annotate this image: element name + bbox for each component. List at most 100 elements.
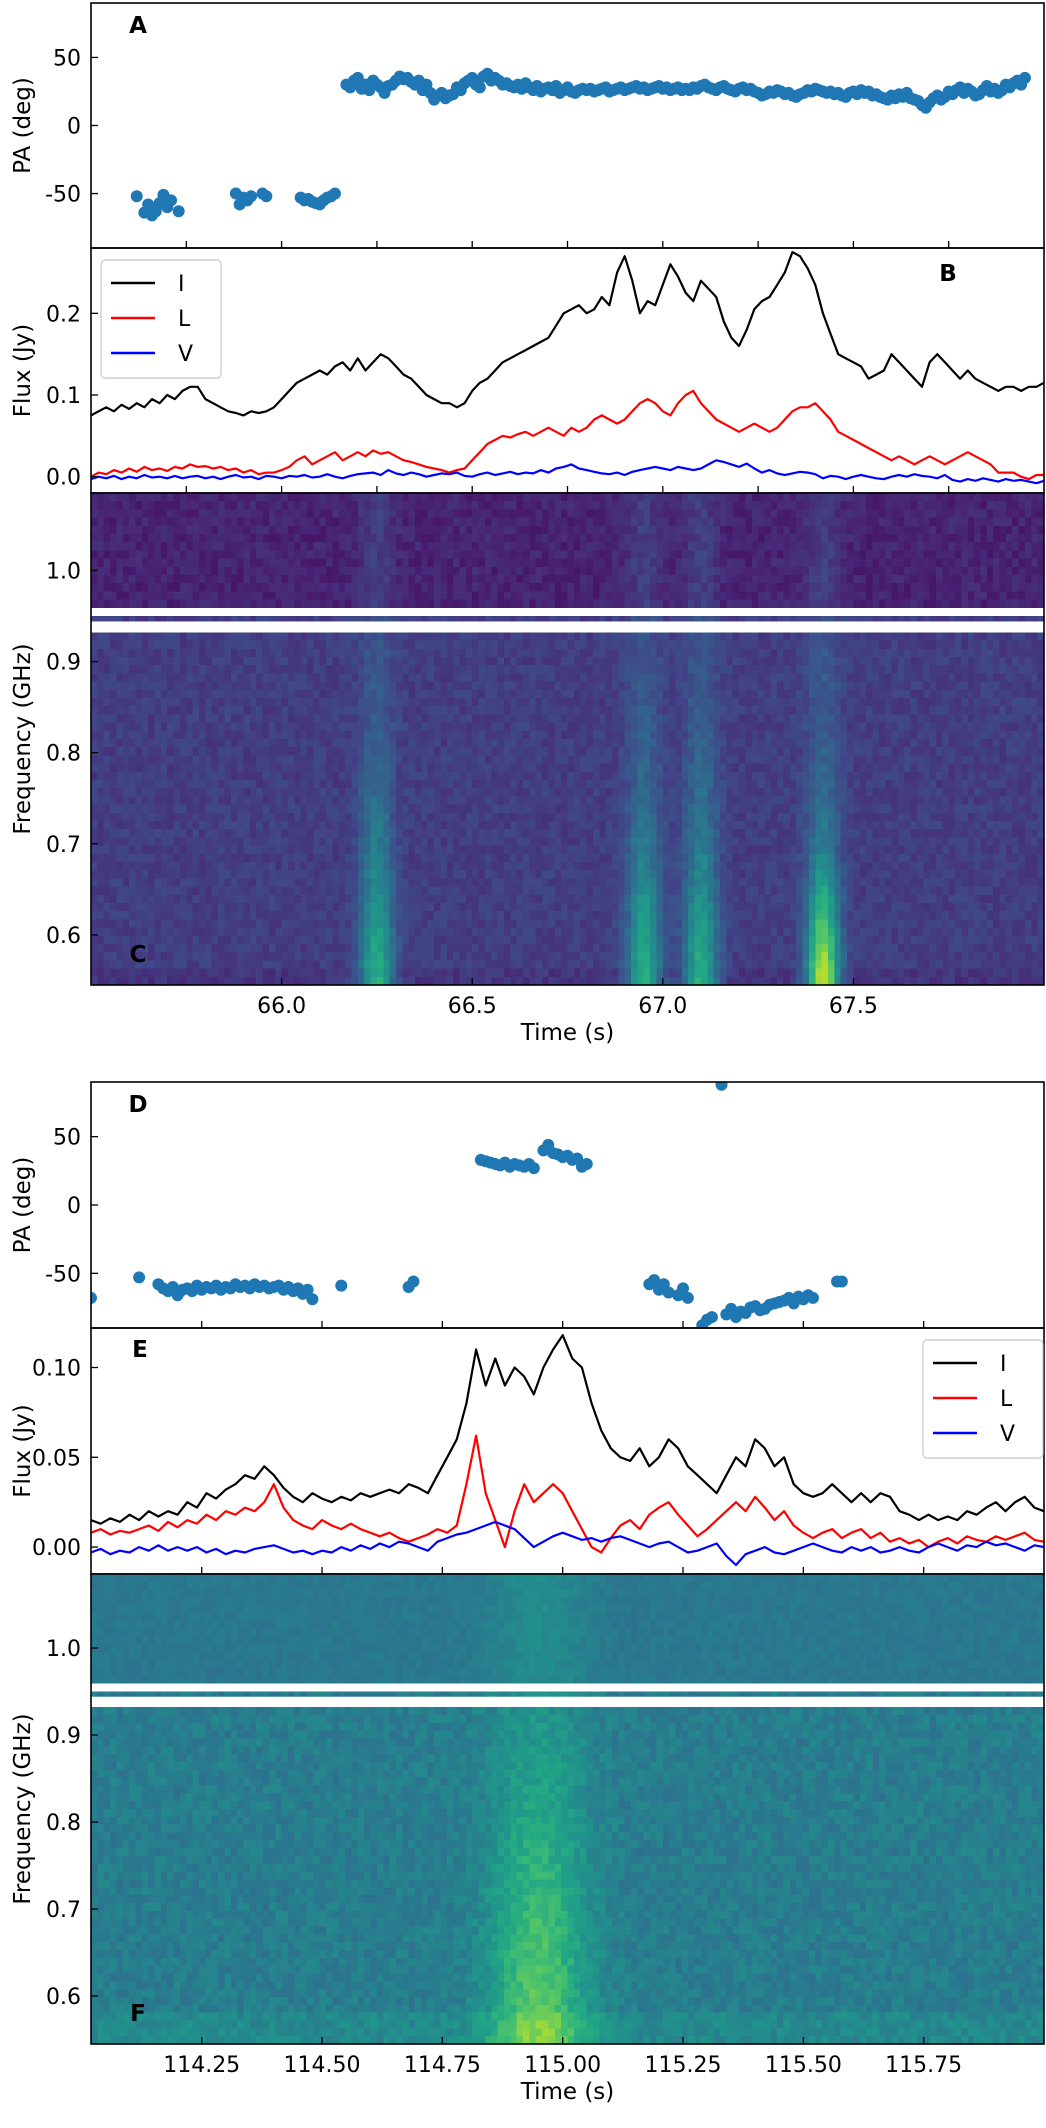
spectrogram-cell (872, 509, 880, 519)
spectrogram-cell (1024, 648, 1032, 658)
spectrogram-cell (827, 648, 835, 658)
spectrogram-cell (129, 509, 137, 519)
spectrogram-cell (599, 648, 607, 658)
spectrogram-cell (726, 550, 734, 560)
spectrogram-cell (770, 542, 778, 551)
spectrogram-cell (542, 673, 550, 683)
spectrogram-cell (389, 517, 397, 527)
spectrogram-cell (326, 648, 334, 658)
spectrogram-cell (694, 616, 702, 625)
spectrogram-cell (592, 558, 600, 568)
spectrogram-cell (262, 550, 270, 560)
spectrogram-cell (491, 599, 499, 609)
spectrogram-cell (141, 599, 149, 609)
spectrogram-cell (154, 657, 162, 666)
spectrogram-cell (408, 591, 416, 601)
spectrogram-cell (173, 525, 181, 535)
spectrogram-cell (154, 509, 162, 519)
spectrogram-cell (611, 599, 619, 609)
spectrogram-cell (681, 509, 689, 519)
spectrogram-cell (897, 657, 905, 666)
spectrogram-cell (287, 542, 295, 551)
spectrogram-cell (859, 673, 867, 683)
spectrogram-cell (751, 542, 759, 551)
spectrogram-cell (287, 739, 295, 748)
spectrogram-cell (357, 534, 365, 543)
spectrogram-cell (815, 648, 823, 658)
spectrogram-cell (942, 558, 950, 568)
spectrogram-cell (332, 558, 340, 568)
spectrogram-cell (948, 542, 956, 551)
spectrogram-cell (192, 542, 200, 551)
spectrogram-cell (135, 501, 143, 510)
spectrogram-cell (726, 657, 734, 666)
spectrogram-cell (351, 599, 359, 609)
spectrogram-cell (891, 698, 899, 707)
spectrogram-cell (592, 730, 600, 740)
spectrogram-cell (287, 640, 295, 650)
spectrogram-cell (878, 501, 886, 510)
spectrogram-cell (586, 648, 594, 658)
spectrogram-cell (110, 698, 118, 707)
spectrogram-cell (503, 689, 511, 699)
spectrogram-cell (834, 632, 842, 642)
spectrogram-cell (478, 640, 486, 650)
spectrogram-cell (218, 689, 226, 699)
spectrogram-cell (465, 698, 473, 707)
spectrogram-cell (211, 657, 219, 666)
spectrogram-cell (834, 657, 842, 666)
spectrogram-cell (389, 591, 397, 601)
spectrogram-cell (821, 681, 829, 691)
spectrogram-cell (268, 575, 276, 584)
spectrogram-cell (548, 730, 556, 740)
spectrogram-cell (815, 632, 823, 642)
spectrogram-cell (383, 591, 391, 601)
spectrogram-cell (758, 714, 766, 724)
spectrogram-cell (1018, 657, 1026, 666)
spectrogram-cell (700, 698, 708, 707)
spectrogram-cell (548, 550, 556, 560)
spectrogram-cell (129, 599, 137, 609)
spectrogram-cell (345, 534, 353, 543)
spectrogram-cell (827, 550, 835, 560)
spectrogram-cell (319, 493, 327, 502)
spectrogram-cell (395, 632, 403, 642)
spectrogram-cell (764, 681, 772, 691)
spectrogram-cell (1012, 673, 1020, 683)
spectrogram-cell (192, 689, 200, 699)
spectrogram-cell (516, 698, 524, 707)
spectrogram-cell (326, 673, 334, 683)
spectrogram-cell (1018, 648, 1026, 658)
spectrogram-cell (205, 665, 213, 674)
spectrogram-cell (732, 575, 740, 584)
spectrogram-cell (802, 542, 810, 551)
spectrogram-cell (573, 575, 581, 584)
spectrogram-cell (160, 616, 168, 625)
spectrogram-cell (580, 591, 588, 601)
spectrogram-cell (167, 509, 175, 519)
spectrogram-cell (916, 501, 924, 510)
spectrogram-cell (910, 599, 918, 609)
spectrogram-cell (999, 493, 1007, 502)
spectrogram-cell (440, 550, 448, 560)
spectrogram-cell (681, 583, 689, 592)
spectrogram-cell (745, 722, 753, 732)
spectrogram-cell (427, 517, 435, 527)
spectrogram-cell (287, 747, 295, 756)
spectrogram-cell (535, 730, 543, 740)
spectrogram-cell (967, 632, 975, 642)
spectrogram-cell (186, 517, 194, 527)
spectrogram-cell (427, 591, 435, 601)
spectrogram-cell (834, 575, 842, 584)
spectrogram-cell (650, 698, 658, 707)
spectrogram-cell (395, 583, 403, 592)
spectrogram-cell (249, 599, 257, 609)
spectrogram-cell (808, 591, 816, 601)
spectrogram-cell (853, 558, 861, 568)
spectrogram-cell (465, 583, 473, 592)
spectrogram-cell (287, 534, 295, 543)
spectrogram-cell (345, 681, 353, 691)
spectrogram-cell (719, 632, 727, 642)
spectrogram-cell (446, 509, 454, 519)
spectrogram-cell (262, 583, 270, 592)
